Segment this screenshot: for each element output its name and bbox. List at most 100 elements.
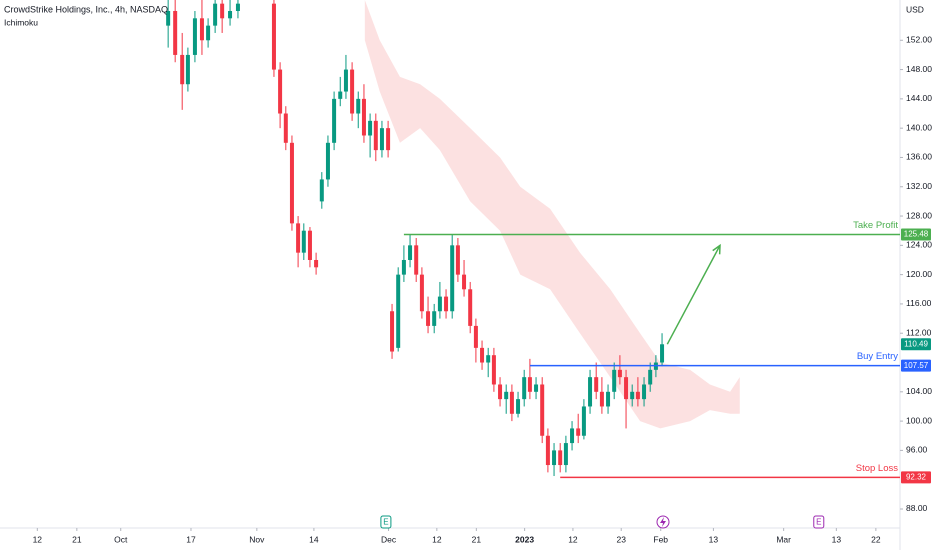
x-tick-label: 23 <box>616 534 626 544</box>
candle-body <box>455 245 460 275</box>
candle-body <box>570 428 575 444</box>
level-name: Stop Loss <box>856 463 898 474</box>
x-tick-label: 12 <box>432 534 442 544</box>
candle-body <box>624 377 629 400</box>
y-tick-label: 112.00 <box>906 327 932 337</box>
candle-body <box>648 369 653 385</box>
y-tick-label: 116.00 <box>906 298 932 308</box>
candle-body <box>642 384 647 400</box>
level-price-box <box>901 471 931 484</box>
candle-body <box>361 98 366 136</box>
candle-body <box>408 245 413 260</box>
level-name: Take Profit <box>853 220 898 231</box>
y-tick-label: 152.00 <box>906 35 932 45</box>
candle-body <box>480 347 485 363</box>
candle-body <box>491 355 496 385</box>
candle-body <box>185 54 190 85</box>
y-tick-label: 104.00 <box>906 386 932 396</box>
candle-body <box>401 259 406 275</box>
x-tick-label: 21 <box>72 534 82 544</box>
candle-body <box>419 274 424 312</box>
y-tick-label: 128.00 <box>906 210 932 220</box>
x-tick-label: 21 <box>472 534 482 544</box>
x-tick-label: 13 <box>832 534 842 544</box>
candle-body <box>450 245 455 312</box>
candle-body <box>527 377 532 392</box>
candle-body <box>444 296 449 312</box>
candle-body <box>635 391 640 400</box>
candle-body <box>509 391 514 414</box>
level-name: Buy Entry <box>857 351 898 362</box>
candle-body <box>473 325 478 348</box>
candle-body <box>356 98 361 114</box>
candle-body <box>599 391 604 407</box>
candle-body <box>563 443 568 466</box>
x-tick-label: 12 <box>568 534 578 544</box>
candle-body <box>396 274 401 348</box>
y-tick-label: 140.00 <box>906 122 932 132</box>
x-tick-label: Nov <box>249 534 265 544</box>
chart-title: CrowdStrike Holdings, Inc., 4h, NASDAQ <box>4 4 168 14</box>
candle-body <box>314 259 319 268</box>
candle-body <box>166 10 171 26</box>
candle-body <box>462 274 467 290</box>
candle-body <box>606 391 611 407</box>
x-tick-label: Feb <box>653 534 668 544</box>
event-label: E <box>816 518 821 527</box>
candle-body <box>468 289 473 326</box>
y-tick-label: 136.00 <box>906 152 932 162</box>
last-price-box <box>901 338 931 351</box>
event-marker <box>813 515 825 529</box>
candle-body <box>540 384 545 436</box>
candle-body <box>325 142 330 180</box>
y-tick-label: 100.00 <box>906 415 932 425</box>
dividend-icon <box>656 515 670 529</box>
candle-body <box>426 311 431 326</box>
y-tick-label: 88.00 <box>906 503 928 513</box>
plot-area <box>166 0 740 477</box>
candle-body <box>213 3 218 26</box>
candle-body <box>278 69 283 114</box>
x-tick-label: 12 <box>33 534 43 544</box>
x-tick-label: 22 <box>871 534 881 544</box>
candle-body <box>173 10 178 55</box>
candle-body <box>343 69 348 92</box>
candle-body <box>630 391 635 400</box>
candle-body <box>319 179 324 202</box>
currency: USD <box>906 4 924 14</box>
candle-body <box>386 128 391 151</box>
candle-body <box>660 344 665 363</box>
event-marker <box>380 515 392 529</box>
arrow-line <box>666 244 721 345</box>
candle-body <box>617 369 622 378</box>
candle-body <box>368 120 373 136</box>
level-price: 92.32 <box>906 472 927 481</box>
candle-body <box>432 311 437 326</box>
candle-body <box>289 142 294 224</box>
candle-body <box>271 3 276 70</box>
candle-body <box>498 384 503 400</box>
candle-body <box>414 245 419 275</box>
candle-body <box>486 355 491 363</box>
candle-body <box>581 406 586 436</box>
candle-body <box>296 223 301 253</box>
level-price-box <box>901 359 931 372</box>
y-tick-label: 144.00 <box>906 93 932 103</box>
y-tick-label: 120.00 <box>906 269 932 279</box>
candle-body <box>390 311 395 352</box>
candle-body <box>283 113 288 143</box>
candle-body <box>534 384 539 392</box>
y-tick-label: 96.00 <box>906 445 928 455</box>
candle-body <box>220 3 225 19</box>
candle-body <box>373 120 378 151</box>
candle-body <box>180 54 185 85</box>
candle-body <box>301 230 306 253</box>
candle-body <box>545 435 550 466</box>
x-tick-label: Mar <box>776 534 791 544</box>
indicator-name: Ichimoku <box>4 17 38 27</box>
y-tick-label: 148.00 <box>906 64 932 74</box>
y-tick-label: 132.00 <box>906 181 932 191</box>
x-tick-label: Oct <box>114 534 128 544</box>
candle-body <box>199 18 204 41</box>
